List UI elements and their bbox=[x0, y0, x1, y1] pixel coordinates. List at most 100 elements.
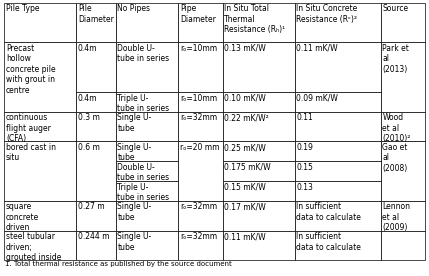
Text: Single U-
tube: Single U- tube bbox=[118, 203, 152, 222]
Text: rₒ=10mm: rₒ=10mm bbox=[180, 44, 218, 53]
Bar bbox=[116, 43, 178, 92]
Text: In sufficient
data to calculate: In sufficient data to calculate bbox=[296, 232, 361, 251]
Bar bbox=[76, 141, 116, 201]
Bar bbox=[295, 181, 381, 201]
Bar bbox=[76, 3, 116, 43]
Bar bbox=[76, 92, 116, 112]
Text: Single U-
tube: Single U- tube bbox=[118, 143, 152, 163]
Bar bbox=[116, 181, 178, 201]
Bar bbox=[223, 201, 295, 230]
Bar bbox=[381, 201, 425, 230]
Text: In sufficient
data to calculate: In sufficient data to calculate bbox=[296, 203, 361, 222]
Bar bbox=[178, 3, 223, 43]
Bar bbox=[178, 141, 223, 201]
Bar bbox=[116, 201, 178, 230]
Text: 0.3 m: 0.3 m bbox=[78, 113, 100, 122]
Bar bbox=[76, 43, 116, 92]
Bar bbox=[381, 141, 425, 201]
Bar bbox=[223, 92, 295, 112]
Text: rₒ=32mm: rₒ=32mm bbox=[180, 232, 218, 241]
Text: 0.11 mK/W: 0.11 mK/W bbox=[224, 232, 266, 241]
Bar bbox=[116, 112, 178, 141]
Text: Pile
Diameter: Pile Diameter bbox=[78, 4, 114, 24]
Text: rₒ=32mm: rₒ=32mm bbox=[180, 203, 218, 211]
Bar bbox=[116, 92, 178, 112]
Bar bbox=[116, 230, 178, 260]
Bar bbox=[4, 43, 76, 112]
Text: 0.13: 0.13 bbox=[296, 183, 313, 192]
Bar bbox=[223, 43, 295, 92]
Bar bbox=[295, 161, 381, 181]
Bar bbox=[295, 92, 381, 112]
Text: 0.09 mK/W: 0.09 mK/W bbox=[296, 94, 338, 102]
Text: 1. Total thermal resistance as published by the source document: 1. Total thermal resistance as published… bbox=[5, 261, 232, 267]
Bar bbox=[178, 92, 223, 112]
Text: 0.244 m: 0.244 m bbox=[78, 232, 109, 241]
Bar bbox=[178, 112, 223, 141]
Text: rₒ=20 mm: rₒ=20 mm bbox=[180, 143, 220, 152]
Bar bbox=[295, 43, 381, 92]
Bar bbox=[223, 112, 295, 141]
Text: 0.13 mK/W: 0.13 mK/W bbox=[224, 44, 266, 53]
Text: 0.4m: 0.4m bbox=[78, 94, 97, 102]
Bar bbox=[223, 181, 295, 201]
Text: bored cast in
situ: bored cast in situ bbox=[6, 143, 56, 163]
Bar bbox=[4, 141, 76, 201]
Text: Gao et
al
(2008): Gao et al (2008) bbox=[382, 143, 408, 173]
Bar bbox=[76, 230, 116, 260]
Bar bbox=[178, 201, 223, 230]
Bar bbox=[116, 161, 178, 181]
Bar bbox=[4, 230, 76, 260]
Bar bbox=[116, 141, 178, 161]
Bar bbox=[295, 201, 381, 230]
Text: 0.11 mK/W: 0.11 mK/W bbox=[296, 44, 338, 53]
Text: In Situ Concrete
Resistance (Rᶜ)²: In Situ Concrete Resistance (Rᶜ)² bbox=[296, 4, 357, 24]
Text: continuous
flight auger
(CFA): continuous flight auger (CFA) bbox=[6, 113, 51, 143]
Bar bbox=[381, 43, 425, 112]
Text: 0.19: 0.19 bbox=[296, 143, 313, 152]
Text: Lennon
et al
(2009): Lennon et al (2009) bbox=[382, 203, 410, 232]
Text: Wood
et al
(2010)²: Wood et al (2010)² bbox=[382, 113, 411, 143]
Bar bbox=[4, 201, 76, 230]
Text: steel tubular
driven;
grouted inside: steel tubular driven; grouted inside bbox=[6, 232, 61, 262]
Bar bbox=[295, 3, 381, 43]
Text: rₒ=10mm: rₒ=10mm bbox=[180, 94, 218, 102]
Bar bbox=[178, 230, 223, 260]
Bar bbox=[76, 201, 116, 230]
Text: Triple U-
tube in series: Triple U- tube in series bbox=[118, 94, 169, 113]
Bar bbox=[4, 3, 76, 43]
Text: Park et
al
(2013): Park et al (2013) bbox=[382, 44, 409, 74]
Bar bbox=[223, 141, 295, 161]
Text: 0.15 mK/W: 0.15 mK/W bbox=[224, 183, 266, 192]
Text: 0.10 mK/W: 0.10 mK/W bbox=[224, 94, 266, 102]
Bar bbox=[295, 230, 381, 260]
Text: Pile Type: Pile Type bbox=[6, 4, 39, 13]
Bar bbox=[381, 112, 425, 141]
Text: Double U-
tube in series: Double U- tube in series bbox=[118, 163, 169, 182]
Text: 0.175 mK/W: 0.175 mK/W bbox=[224, 163, 271, 172]
Text: 0.22 mK/W²: 0.22 mK/W² bbox=[224, 113, 269, 122]
Text: 0.4m: 0.4m bbox=[78, 44, 97, 53]
Text: 0.17 mK/W: 0.17 mK/W bbox=[224, 203, 266, 211]
Text: Precast
hollow
concrete pile
with grout in
centre: Precast hollow concrete pile with grout … bbox=[6, 44, 56, 95]
Bar bbox=[295, 112, 381, 141]
Text: Pipe
Diameter: Pipe Diameter bbox=[180, 4, 216, 24]
Text: Triple U-
tube in series: Triple U- tube in series bbox=[118, 183, 169, 202]
Bar bbox=[381, 3, 425, 43]
Text: rₒ=32mm: rₒ=32mm bbox=[180, 113, 218, 122]
Text: 0.11: 0.11 bbox=[296, 113, 313, 122]
Bar bbox=[223, 161, 295, 181]
Text: 0.6 m: 0.6 m bbox=[78, 143, 100, 152]
Bar bbox=[223, 230, 295, 260]
Text: 0.15: 0.15 bbox=[296, 163, 313, 172]
Text: Single U-
tube: Single U- tube bbox=[118, 232, 152, 251]
Bar bbox=[381, 230, 425, 260]
Bar bbox=[116, 3, 178, 43]
Text: square
concrete
driven: square concrete driven bbox=[6, 203, 39, 232]
Text: In Situ Total
Thermal
Resistance (Rₕ)¹: In Situ Total Thermal Resistance (Rₕ)¹ bbox=[224, 4, 285, 34]
Text: Single U-
tube: Single U- tube bbox=[118, 113, 152, 133]
Text: 0.27 m: 0.27 m bbox=[78, 203, 105, 211]
Bar bbox=[178, 43, 223, 92]
Text: Double U-
tube in series: Double U- tube in series bbox=[118, 44, 169, 63]
Text: Source: Source bbox=[382, 4, 408, 13]
